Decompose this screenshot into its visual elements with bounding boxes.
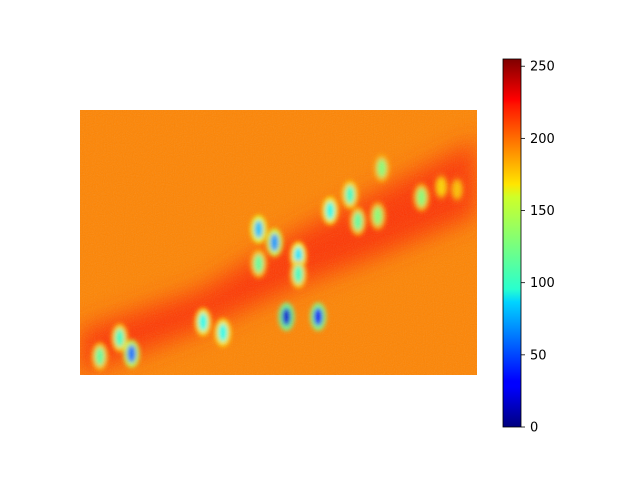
colorbar-ticks: 0 50 100 150 200 250 (521, 60, 555, 436)
heatmap-speckle (80, 110, 477, 375)
colorbar-tick-label: 100 (530, 276, 555, 291)
heatmap-image (80, 110, 477, 375)
colorbar-tick-label: 250 (530, 60, 555, 75)
colorbar-tick-label: 0 (530, 421, 538, 436)
colorbar-tick-label: 50 (530, 348, 547, 363)
colorbar-tick-label: 150 (530, 204, 555, 219)
colorbar-fill (503, 59, 521, 427)
colorbar-frame (502, 58, 522, 428)
colorbar: 0 50 100 150 200 250 (502, 58, 555, 436)
colorbar-tick-label: 200 (530, 132, 555, 147)
